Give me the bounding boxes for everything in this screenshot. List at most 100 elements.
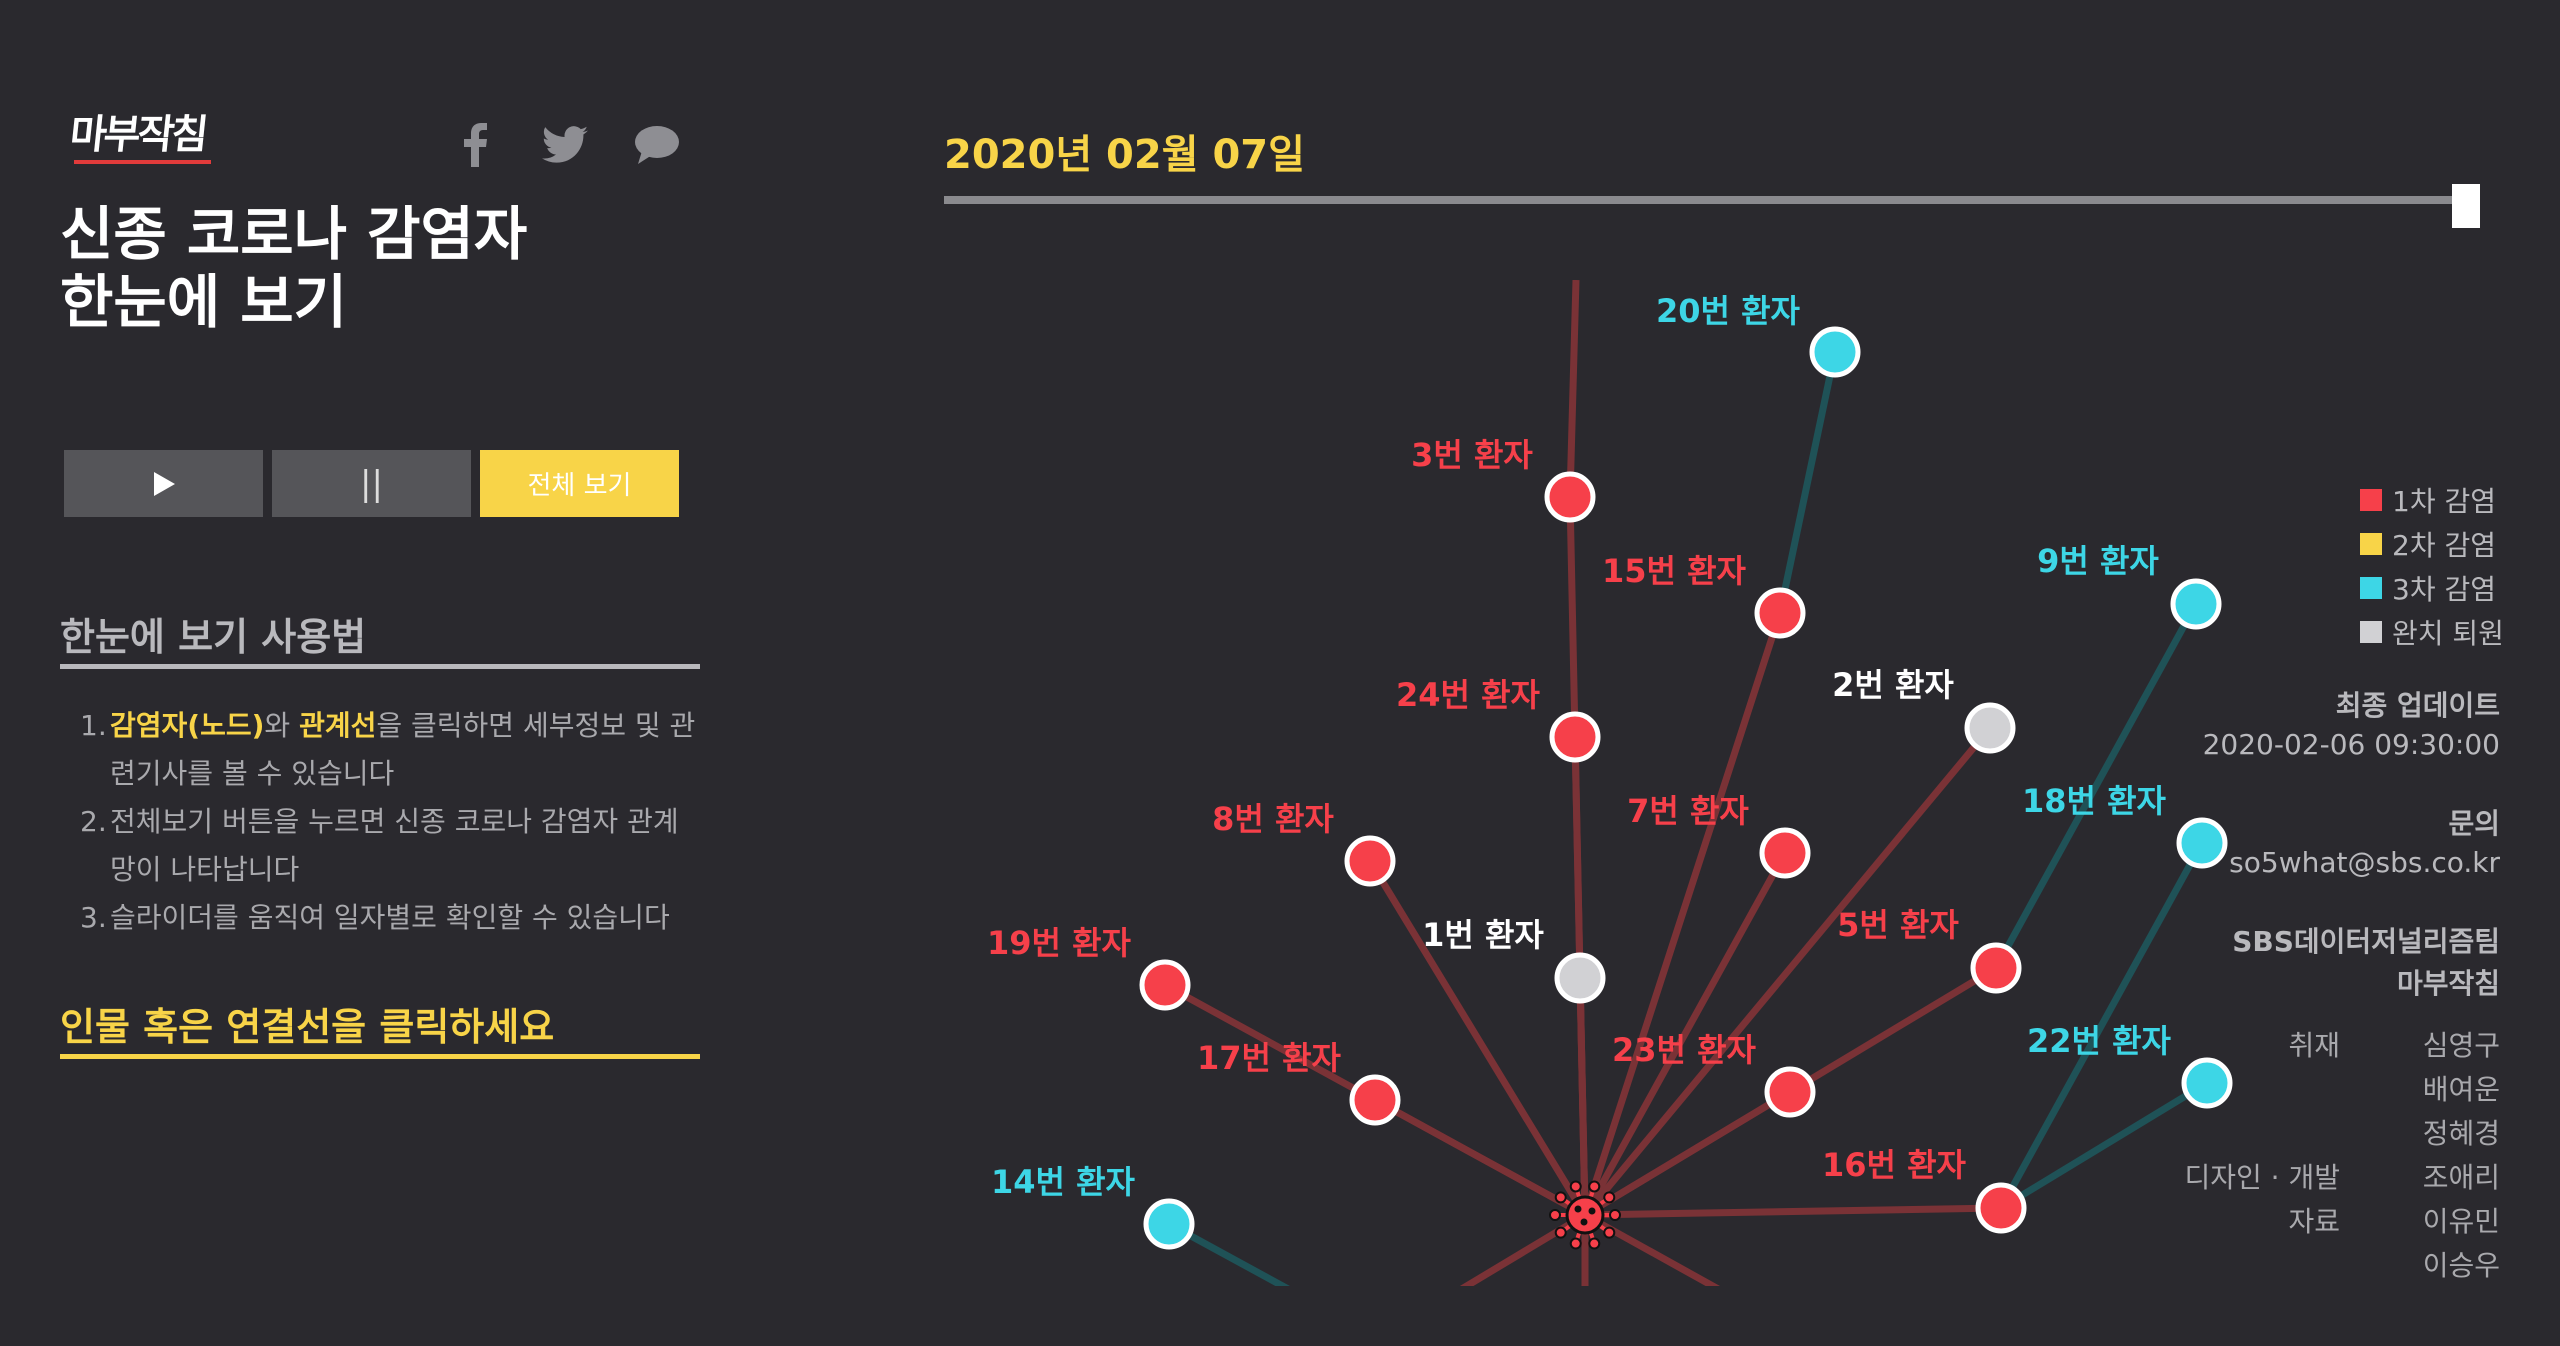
node-label[interactable]: 17번 환자 [1197,1039,1342,1077]
edge-p8[interactable] [1367,859,1588,1217]
edge-offscreen[interactable] [1583,1211,1721,1290]
legend-swatch [2360,577,2382,599]
contact-email[interactable]: so5what@sbs.co.kr [2229,846,2500,879]
patient-node-p18[interactable]: 18번 환자 [2022,782,2228,869]
play-button[interactable] [64,450,263,517]
howto-item-number: 2. [80,805,107,838]
edge-p5-p9[interactable] [1992,602,2200,970]
node-circle[interactable] [2170,578,2222,630]
node-label[interactable]: 9번 환자 [2037,542,2159,580]
click-prompt-divider [60,1054,700,1059]
patient-node-p17[interactable]: 17번 환자 [1197,1039,1401,1126]
node-label[interactable]: 20번 환자 [1656,292,1801,330]
node-circle[interactable] [2176,817,2228,869]
edge-p7[interactable] [1581,851,1789,1217]
node-label[interactable]: 3번 환자 [1411,436,1533,474]
virus-icon[interactable] [1549,1180,1621,1250]
patient-node-p24[interactable]: 24번 환자 [1396,676,1601,763]
patient-node-p3[interactable]: 3번 환자 [1411,436,1596,523]
howto-item-number: 3. [80,901,107,934]
edge-p16-p18[interactable] [1997,841,2206,1210]
node-label[interactable]: 24번 환자 [1396,676,1541,714]
virus-spike-tip [1588,1237,1601,1250]
edge-p3-top[interactable] [1566,280,1580,498]
node-label[interactable]: 18번 환자 [2022,782,2167,820]
node-circle[interactable] [1809,326,1861,378]
edge-p16[interactable] [1584,1204,2002,1219]
node-circle[interactable] [1143,1198,1195,1250]
patient-node-p20[interactable]: 20번 환자 [1656,292,1861,378]
edge-p23[interactable] [1583,1088,1792,1219]
howto-text: 을 클릭하면 세부정보 및 관련기사를 볼 수 있습니다 [110,709,696,790]
node-label[interactable]: 23번 환자 [1612,1031,1757,1069]
show-all-button[interactable]: 전체 보기 [480,450,679,517]
node-circle[interactable] [1759,827,1811,879]
play-icon [153,471,175,496]
virus-spike-tip [1569,1237,1582,1250]
patient-node-p1[interactable]: 1번 환자 [1422,916,1606,1004]
node-label[interactable]: 2번 환자 [1832,666,1954,704]
patient-node-p23[interactable]: 23번 환자 [1612,1031,1816,1118]
patient-node-p8[interactable]: 8번 환자 [1212,800,1396,887]
title-line-2: 한눈에 보기 [60,268,347,336]
node-label[interactable]: 22번 환자 [2027,1022,2172,1060]
node-circle[interactable] [1349,1074,1401,1126]
virus-spike-tip [1603,1226,1616,1239]
credit-name: 정혜경 [2422,1117,2500,1150]
node-circle[interactable] [1549,711,1601,763]
edge-p15-p20[interactable] [1776,351,1839,614]
node-label[interactable]: 7번 환자 [1627,792,1749,830]
timeline-slider-handle[interactable] [2452,184,2480,228]
twitter-icon[interactable] [540,120,590,170]
node-circle[interactable] [1139,959,1191,1011]
node-label[interactable]: 19번 환자 [987,924,1132,962]
node-label[interactable]: 5번 환자 [1837,906,1959,944]
node-circle[interactable] [1764,1066,1816,1118]
edge-p16-p22[interactable] [1999,1080,2209,1211]
node-label[interactable]: 8번 환자 [1212,800,1334,838]
edge-p1[interactable] [1576,977,1589,1216]
node-circle[interactable] [2181,1057,2233,1109]
legend-swatch [2360,533,2382,555]
patient-node-p15[interactable]: 15번 환자 [1602,552,1806,639]
patient-node-p16[interactable]: 16번 환자 [1822,1146,2027,1234]
edge-p2[interactable] [1582,725,1993,1218]
timeline-slider-track[interactable] [944,196,2476,204]
edge-p17[interactable] [1373,1096,1587,1219]
howto-list: 1. 감염자(노드)와 관계선을 클릭하면 세부정보 및 관련기사를 볼 수 있… [80,702,700,942]
legend-item: 2차 감염 [2360,528,2496,562]
click-prompt: 인물 혹은 연결선을 클릭하세요 [60,1005,555,1049]
node-circle[interactable] [1344,835,1396,887]
node-label[interactable]: 16번 환자 [1822,1146,1967,1184]
pause-button[interactable]: || [272,450,471,517]
update-label: 최종 업데이트 [2335,689,2500,722]
node-circle[interactable] [1754,587,1806,639]
legend-item: 1차 감염 [2360,484,2496,518]
credit-name: 이유민 [2422,1205,2500,1238]
logo-underline [74,160,211,164]
node-label[interactable]: 1번 환자 [1422,916,1544,954]
timeline-date: 2020년 02월 07일 [944,132,1305,178]
node-label[interactable]: 15번 환자 [1602,552,1747,590]
node-circle[interactable] [1554,952,1606,1004]
brand-logo[interactable]: 마부작침 [68,112,215,164]
patient-node-p19[interactable]: 19번 환자 [987,924,1191,1011]
patient-node-p5[interactable]: 5번 환자 [1837,906,2022,994]
credit-name: 이승우 [2422,1249,2500,1282]
speech-bubble-icon[interactable] [632,120,682,170]
node-circle[interactable] [1970,942,2022,994]
edge-offscreen[interactable] [1459,1211,1587,1290]
node-circle[interactable] [1544,471,1596,523]
node-label[interactable]: 14번 환자 [991,1163,1136,1201]
patient-node-p9[interactable]: 9번 환자 [2037,542,2222,630]
patient-node-p14[interactable]: 14번 환자 [991,1163,1195,1250]
edge-p15[interactable] [1581,611,1784,1217]
patient-node-p22[interactable]: 22번 환자 [2027,1022,2233,1109]
node-circle[interactable] [1964,702,2016,754]
legend-swatch [2360,489,2382,511]
facebook-icon[interactable] [450,120,500,170]
patient-node-p7[interactable]: 7번 환자 [1627,792,1811,879]
patient-node-p2[interactable]: 2번 환자 [1832,666,2016,754]
node-circle[interactable] [1975,1182,2027,1234]
credit-name: 배여운 [2422,1073,2500,1106]
